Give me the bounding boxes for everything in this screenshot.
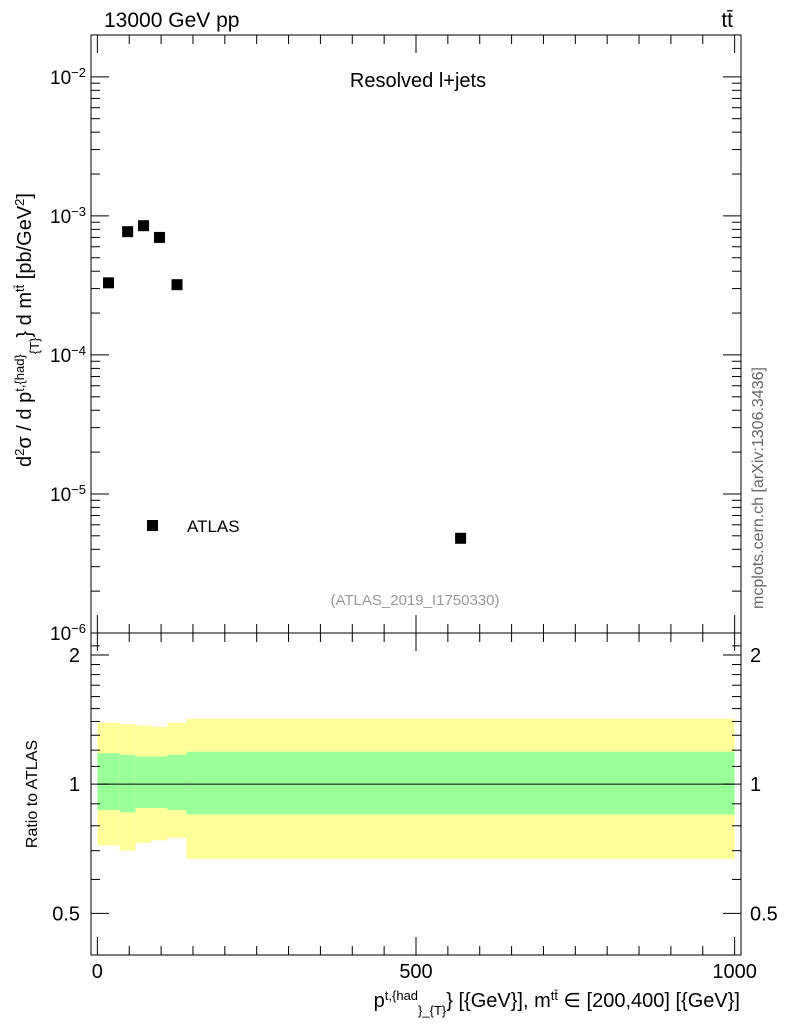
y-tick-label: 10−6 bbox=[50, 621, 86, 646]
header-right-label: tt̄ bbox=[721, 9, 733, 32]
data-point bbox=[171, 279, 183, 291]
x-tick-label: 0 bbox=[92, 961, 103, 983]
legend-marker bbox=[147, 520, 158, 531]
y-tick-label: 10−2 bbox=[50, 64, 86, 89]
x-axis-title: pt,{had}_{T}} [{GeV}], mtt̄ ∈ [200,400] … bbox=[374, 988, 740, 1018]
ratio-y-tick-label-left: 2 bbox=[69, 645, 80, 667]
analysis-label: (ATLAS_2019_I1750330) bbox=[330, 592, 499, 609]
ratio-y-axis-title: Ratio to ATLAS bbox=[24, 740, 41, 848]
data-point bbox=[138, 220, 150, 232]
uncertainty-band-inner bbox=[135, 756, 152, 809]
upper-y-axis-title: d2σ / d pt,{had}{T}} d mtt̄ [pb/GeV2] bbox=[12, 193, 42, 467]
ratio-y-tick-label-right: 0.5 bbox=[750, 903, 778, 925]
data-point bbox=[455, 532, 467, 544]
uncertainty-band-inner bbox=[151, 756, 168, 809]
mcplots-credit-label: mcplots.cern.ch [arXiv:1306.3436] bbox=[750, 367, 767, 609]
lower-frame bbox=[90, 632, 742, 956]
y-tick-label: 10−3 bbox=[50, 203, 86, 228]
uncertainty-band-inner bbox=[186, 751, 735, 815]
x-tick-label: 500 bbox=[399, 961, 432, 983]
header-left-label: 13000 GeV pp bbox=[104, 9, 239, 32]
uncertainty-band-inner bbox=[167, 754, 187, 811]
ratio-y-tick-label-right: 1 bbox=[750, 774, 761, 796]
data-point bbox=[122, 226, 134, 238]
y-tick-label: 10−4 bbox=[50, 342, 86, 367]
ratio-y-tick-label-right: 2 bbox=[750, 645, 761, 667]
y-tick-label: 10−5 bbox=[50, 481, 86, 506]
uncertainty-band-inner bbox=[119, 754, 136, 813]
ratio-y-tick-label-left: 0.5 bbox=[52, 903, 80, 925]
main-plot-panel: 10−6 10−5 10−4 10−3 10−2 bbox=[50, 34, 742, 646]
data-point bbox=[103, 277, 115, 289]
legend-label: ATLAS bbox=[187, 517, 240, 536]
plot-title: Resolved l+jets bbox=[350, 70, 486, 92]
data-point bbox=[154, 231, 166, 243]
uncertainty-band-inner bbox=[97, 753, 120, 811]
ratio-y-tick-label-left: 1 bbox=[69, 774, 80, 796]
ratio-plot-panel: 0.5 0.5 1 1 2 2 0 500 1000 bbox=[52, 632, 778, 983]
x-tick-label: 1000 bbox=[712, 961, 757, 983]
upper-frame bbox=[90, 34, 742, 634]
